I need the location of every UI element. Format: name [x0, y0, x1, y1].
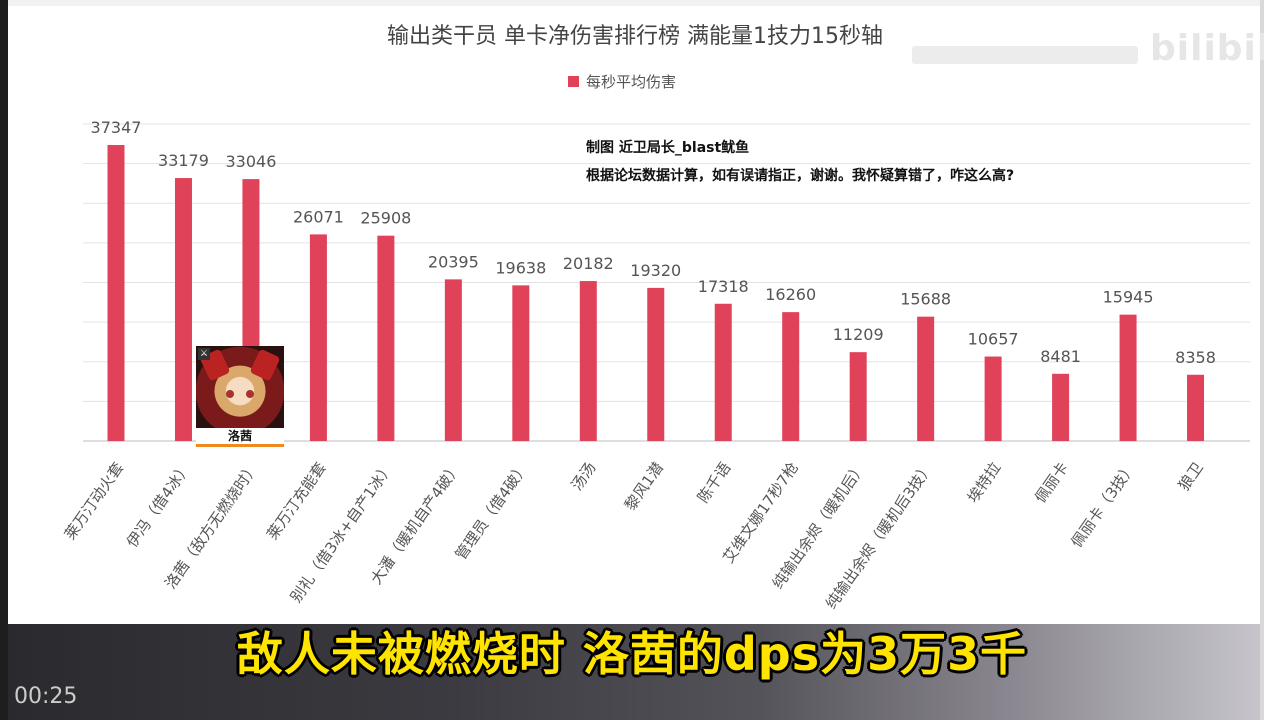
- data-label: 17318: [698, 277, 749, 296]
- category-label: 陈千语: [694, 459, 735, 506]
- chart-panel: 输出类干员 单卡净伤害排行榜 满能量1技力15秒轴 每秒平均伤害 37347 33…: [8, 6, 1260, 624]
- data-label: 20182: [563, 254, 614, 273]
- bar: [714, 303, 732, 441]
- category-label: 佩丽卡: [1031, 459, 1072, 506]
- legend-label: 每秒平均伤害: [586, 73, 676, 91]
- bar-chart: 输出类干员 单卡净伤害排行榜 满能量1技力15秒轴 每秒平均伤害 37347 33…: [61, 24, 1250, 612]
- bilibili-watermark: bilibili: [1150, 28, 1264, 69]
- bar: [782, 312, 800, 441]
- bars: [107, 145, 1205, 441]
- data-label: 37347: [91, 118, 142, 137]
- bar: [444, 279, 462, 441]
- data-label: 10657: [968, 330, 1019, 349]
- bar: [1187, 374, 1205, 441]
- frame-edge-right: [1260, 0, 1264, 720]
- category-label: 黎风1潜: [621, 459, 667, 514]
- bar: [377, 235, 395, 441]
- data-label: 33046: [225, 152, 276, 171]
- data-label: 33179: [158, 151, 209, 170]
- data-label: 26071: [293, 207, 344, 226]
- bar: [849, 352, 867, 441]
- data-labels: 37347 33179 33046 26071 25908 20395 19638 20182…: [91, 118, 1216, 367]
- bar: [107, 145, 125, 441]
- chart-title: 输出类干员 单卡净伤害排行榜 满能量1技力15秒轴: [387, 24, 883, 49]
- data-label: 20395: [428, 252, 479, 271]
- category-label: 莱万汀动火套: [61, 459, 127, 543]
- bar: [309, 234, 327, 441]
- data-label: 8358: [1175, 348, 1216, 367]
- category-label: 伊冯（借4冰）: [123, 459, 195, 551]
- data-label: 19320: [630, 261, 681, 280]
- video-background: [0, 620, 1264, 720]
- video-subtitle: 敌人未被燃烧时 洛茜的dps为3万3千: [236, 627, 1028, 681]
- data-label: 19638: [495, 258, 546, 277]
- bar: [1052, 373, 1070, 441]
- data-label: 8481: [1040, 347, 1081, 366]
- legend-swatch: [568, 76, 579, 87]
- category-label: 莱万汀充能套: [263, 459, 329, 543]
- annotation-note: 根据论坛数据计算，如有误请指正，谢谢。我怀疑算错了，咋这么高?: [586, 168, 1015, 184]
- bar: [174, 178, 192, 441]
- category-label: 狼卫: [1175, 459, 1207, 494]
- data-label: 16260: [765, 285, 816, 304]
- bar: [647, 287, 665, 441]
- data-label: 15688: [900, 290, 951, 309]
- bar: [1119, 314, 1137, 441]
- avatar-underline: [196, 444, 284, 447]
- bar: [512, 285, 530, 441]
- frame-edge-left: [0, 0, 8, 720]
- character-portrait-icon: ⚔: [196, 346, 284, 428]
- watermark-blur: [912, 46, 1138, 64]
- character-avatar: ⚔ 洛茜: [196, 346, 284, 447]
- category-label: 汤汤: [568, 459, 600, 494]
- category-label: 佩丽卡（3技）: [1067, 459, 1139, 551]
- bar: [579, 281, 597, 441]
- data-label: 15945: [1103, 288, 1154, 307]
- data-label: 25908: [360, 209, 411, 228]
- data-label: 11209: [833, 325, 884, 344]
- bar: [984, 356, 1002, 441]
- avatar-name: 洛茜: [196, 428, 284, 444]
- bar: [917, 316, 935, 441]
- video-timestamp: 00:25: [14, 684, 78, 709]
- annotation-author: 制图 近卫局长_blast鱿鱼: [586, 140, 750, 156]
- category-label: 管理员（借4破）: [452, 459, 532, 563]
- category-label: 埃特拉: [964, 459, 1005, 506]
